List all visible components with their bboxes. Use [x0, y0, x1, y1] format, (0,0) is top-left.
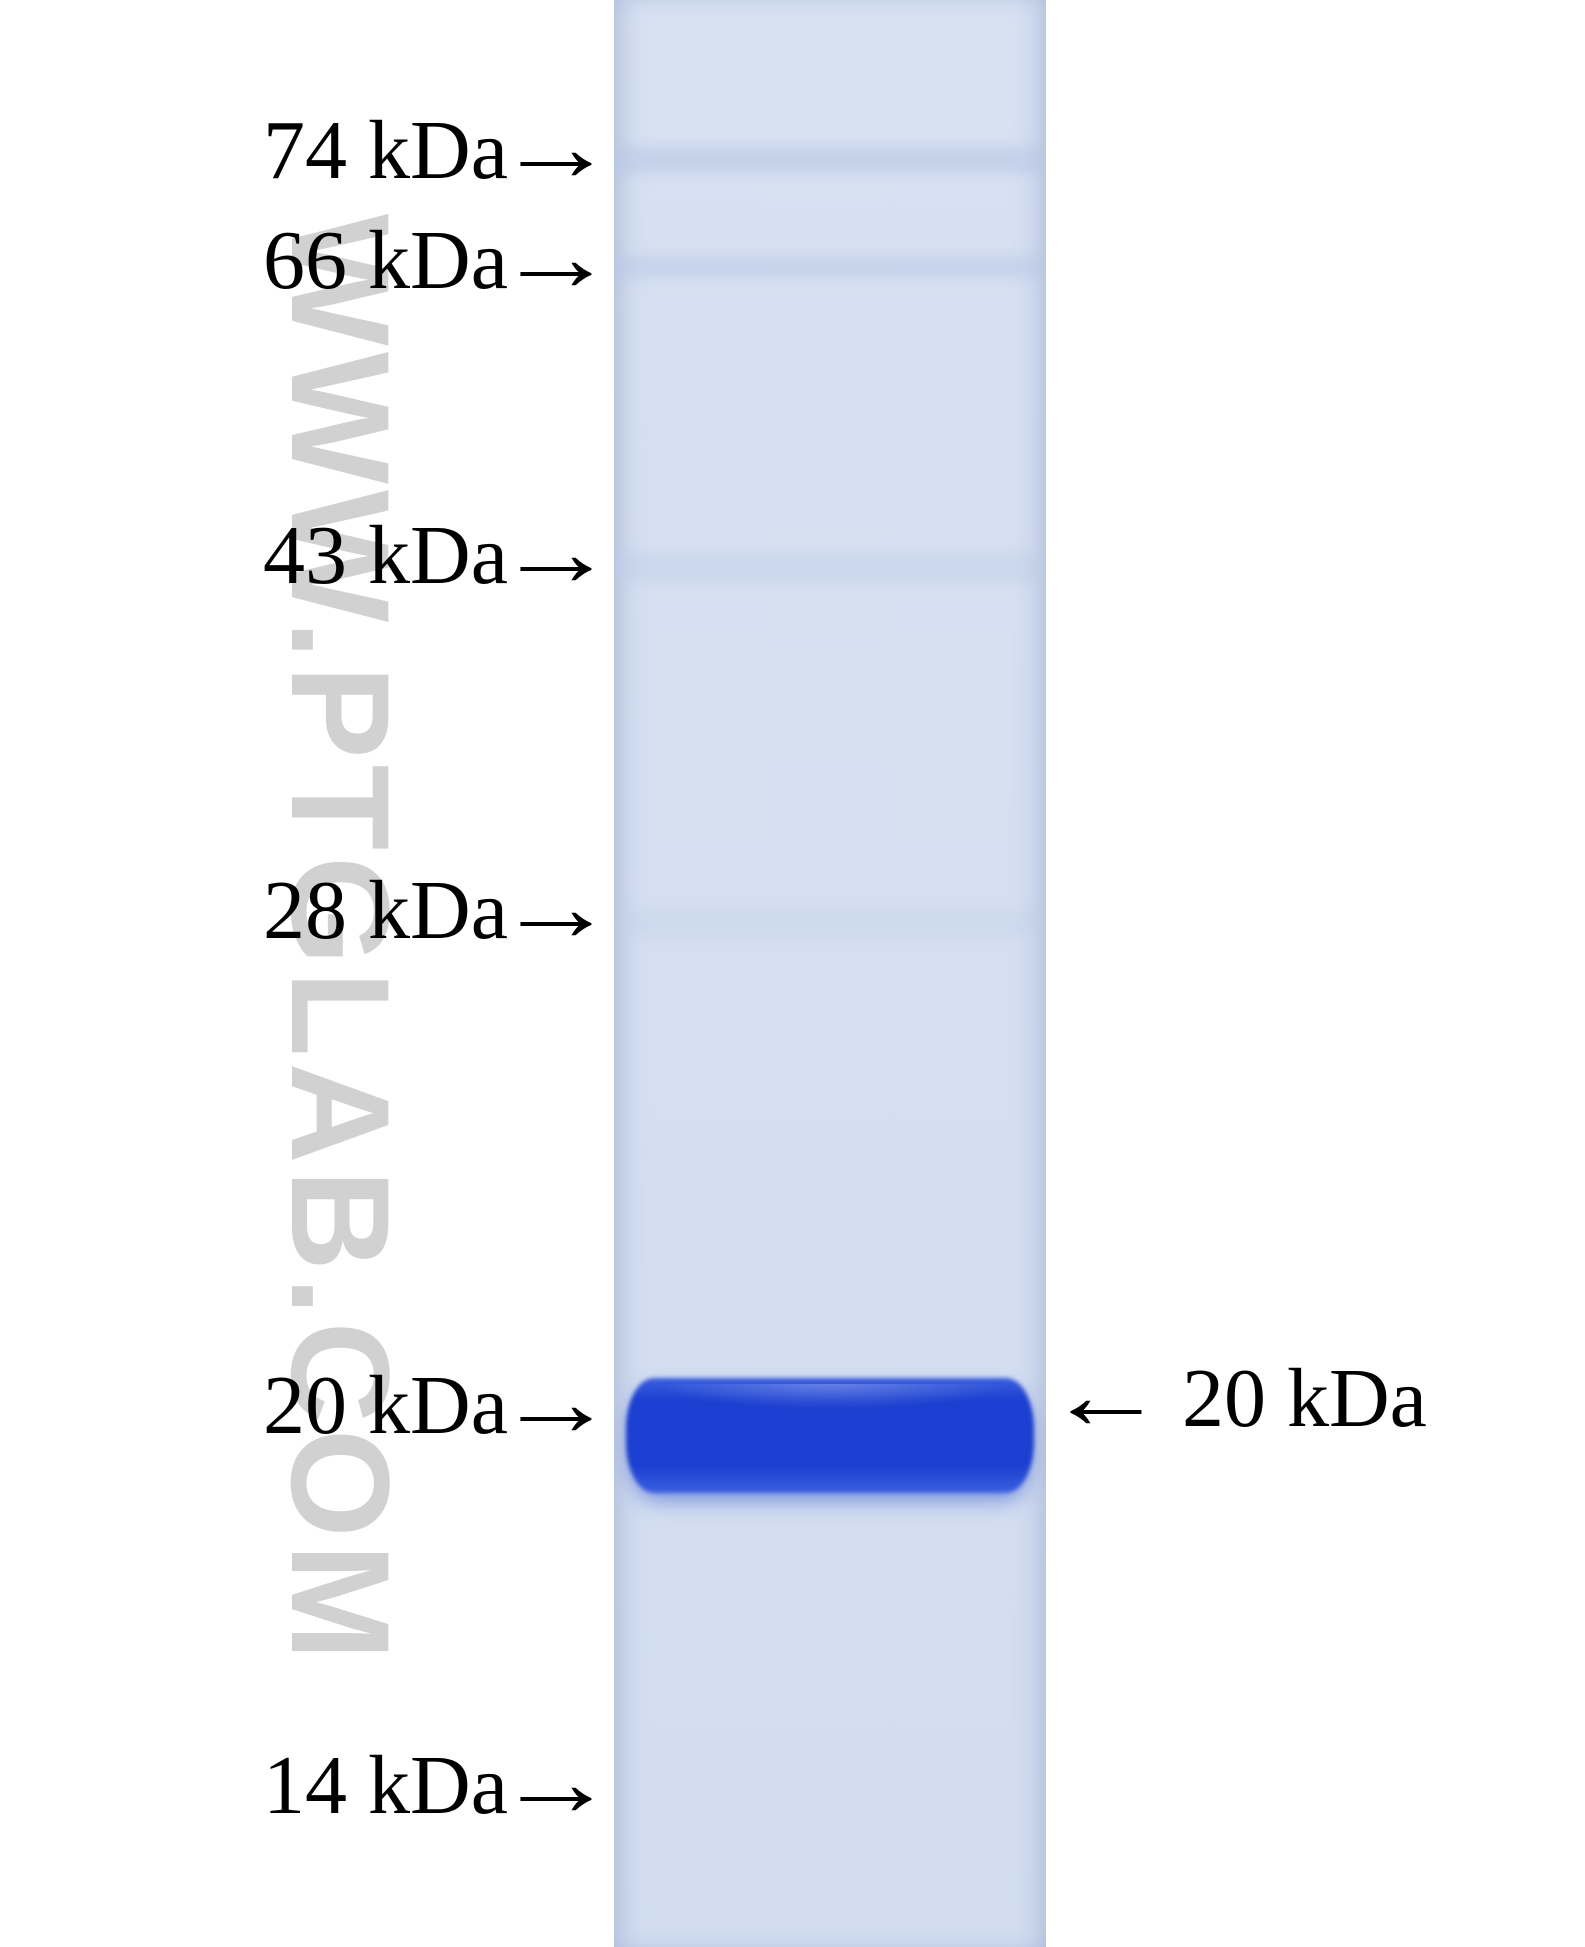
marker-label-right: ←20 kDa — [1058, 1350, 1427, 1446]
marker-label-left: 14 kDa→ — [263, 1737, 604, 1833]
marker-label-left: 66 kDa→ — [263, 212, 604, 308]
marker-label-left: 28 kDa→ — [263, 862, 604, 958]
faint-band — [614, 908, 1046, 938]
arrow-right-icon: → — [496, 100, 616, 196]
arrow-right-icon: → — [496, 1355, 616, 1451]
faint-band — [614, 146, 1046, 174]
arrow-right-icon: → — [496, 210, 616, 306]
faint-band — [614, 255, 1046, 279]
marker-label-left: 74 kDa→ — [263, 102, 604, 198]
marker-weight-text: 20 kDa — [263, 1357, 508, 1454]
marker-weight-text: 66 kDa — [263, 212, 508, 309]
marker-label-left: 43 kDa→ — [263, 507, 604, 603]
marker-weight-text: 43 kDa — [263, 507, 508, 604]
arrow-right-icon: → — [496, 505, 616, 601]
faint-band — [614, 552, 1046, 582]
marker-weight-text: 28 kDa — [263, 862, 508, 959]
marker-label-left: 20 kDa→ — [263, 1357, 604, 1453]
arrow-right-icon: → — [496, 860, 616, 956]
arrow-left-icon: ← — [1046, 1348, 1166, 1444]
gel-lane — [614, 0, 1046, 1947]
arrow-right-icon: → — [496, 1735, 616, 1831]
marker-weight-text: 74 kDa — [263, 102, 508, 199]
marker-weight-text: 14 kDa — [263, 1737, 508, 1834]
main-protein-band — [626, 1378, 1034, 1493]
marker-weight-text: 20 kDa — [1182, 1350, 1427, 1447]
